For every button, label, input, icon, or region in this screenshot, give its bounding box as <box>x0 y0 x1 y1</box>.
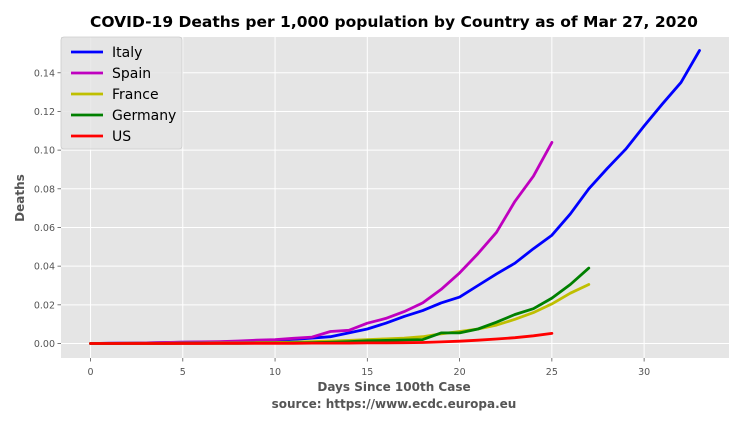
x-tick-label: 0 <box>88 367 94 378</box>
y-tick-label: 0.00 <box>34 339 55 350</box>
y-tick-label: 0.06 <box>34 223 55 234</box>
y-axis-label: Deaths <box>13 174 27 222</box>
series-line-us <box>89 331 554 345</box>
legend-label-spain: Spain <box>112 66 151 82</box>
x-axis-label: Days Since 100th Case <box>317 380 470 394</box>
legend: Italy Spain France Germany US <box>60 36 183 150</box>
x-tick-label: 15 <box>361 367 373 378</box>
x-tick-label: 10 <box>269 367 281 378</box>
legend-label-us: US <box>112 129 131 145</box>
x-tick-label: 25 <box>546 367 558 378</box>
y-tick-label: 0.12 <box>34 107 55 118</box>
y-tick-label: 0.08 <box>34 184 55 195</box>
y-tick-label: 0.02 <box>34 300 55 311</box>
x-tick-label: 30 <box>638 367 650 378</box>
legend-label-italy: Italy <box>112 45 142 61</box>
x-tick-label: 5 <box>180 367 186 378</box>
y-tick-label: 0.14 <box>34 68 55 79</box>
y-tick-label: 0.10 <box>34 146 55 157</box>
y-tick-label: 0.04 <box>34 262 55 273</box>
series-lines <box>89 49 701 345</box>
legend-label-germany: Germany <box>112 108 176 124</box>
legend-box <box>60 36 183 150</box>
x-tick-label: 20 <box>454 367 466 378</box>
chart-title: COVID-19 Deaths per 1,000 population by … <box>90 13 698 31</box>
x-axis-source-label: source: https://www.ecdc.europa.eu <box>272 397 517 411</box>
legend-label-france: France <box>112 87 159 103</box>
axis-ticks: 0 5 10 15 20 25 30 0.00 0.02 0.04 0.06 0.08 0.10 0.12… <box>34 68 650 378</box>
